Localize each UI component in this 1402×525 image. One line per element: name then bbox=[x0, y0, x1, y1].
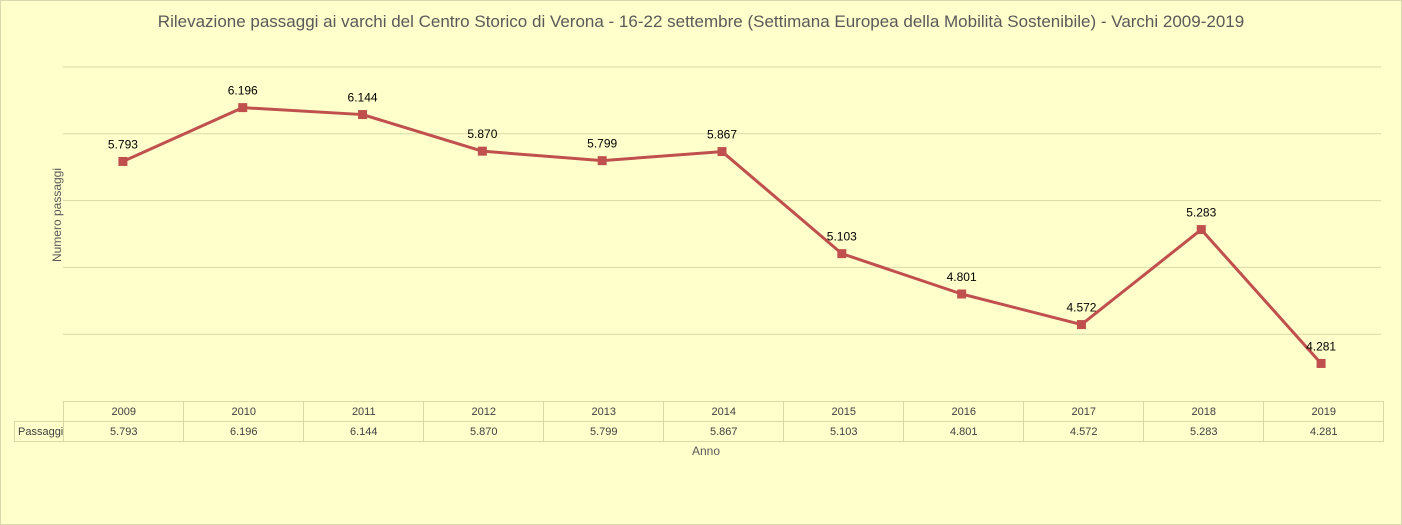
table-cell: 5.793 bbox=[63, 421, 185, 442]
x-tick-label: 2018 bbox=[1143, 401, 1265, 422]
data-label: 6.196 bbox=[228, 84, 258, 98]
data-table: 2009 2010 2011 2012 2013 2014 2015 2016 2017 2018… bbox=[13, 401, 1385, 442]
data-label: 5.103 bbox=[827, 230, 857, 244]
table-row-header: Passaggi bbox=[13, 421, 65, 442]
table-cell: 5.283 bbox=[1143, 421, 1265, 442]
x-tick-label: 2019 bbox=[1263, 401, 1385, 422]
table-cell: 4.572 bbox=[1023, 421, 1145, 442]
data-point bbox=[477, 146, 487, 156]
data-label: 5.799 bbox=[587, 137, 617, 151]
data-label: 5.283 bbox=[1186, 206, 1216, 220]
data-point bbox=[238, 103, 248, 113]
x-tick-label: 2011 bbox=[303, 401, 425, 422]
x-tick-label: 2010 bbox=[183, 401, 305, 422]
table-cell: 6.144 bbox=[303, 421, 425, 442]
data-point bbox=[717, 147, 727, 157]
data-point bbox=[1196, 225, 1206, 235]
table-cell: 5.867 bbox=[663, 421, 785, 442]
data-point bbox=[118, 156, 128, 166]
data-point bbox=[1316, 358, 1326, 368]
data-label: 4.281 bbox=[1306, 339, 1336, 353]
x-tick-label: 2017 bbox=[1023, 401, 1145, 422]
table-header-row: 2009 2010 2011 2012 2013 2014 2015 2016 2017 2018… bbox=[15, 401, 1385, 422]
table-cell: 5.799 bbox=[543, 421, 665, 442]
data-label: 6.144 bbox=[348, 91, 378, 105]
data-label: 5.867 bbox=[707, 128, 737, 142]
table-cell: 5.103 bbox=[783, 421, 905, 442]
data-point bbox=[957, 289, 967, 299]
x-tick-label: 2016 bbox=[903, 401, 1025, 422]
data-label: 5.793 bbox=[108, 137, 138, 151]
table-cell: 5.870 bbox=[423, 421, 545, 442]
table-cell: 4.281 bbox=[1263, 421, 1385, 442]
table-cell: 4.801 bbox=[903, 421, 1025, 442]
x-axis-label: Anno bbox=[692, 444, 721, 458]
data-point bbox=[358, 110, 368, 120]
table-corner bbox=[15, 402, 64, 422]
table-cell: 6.196 bbox=[183, 421, 305, 442]
chart-title: Rilevazione passaggi ai varchi del Centr… bbox=[157, 12, 1245, 31]
x-tick-label: 2013 bbox=[543, 401, 665, 422]
x-tick-label: 2015 bbox=[783, 401, 905, 422]
x-tick-label: 2012 bbox=[423, 401, 545, 422]
data-label: 4.801 bbox=[947, 270, 977, 284]
data-point bbox=[597, 156, 607, 166]
data-label: 4.572 bbox=[1066, 301, 1096, 315]
x-tick-label: 2009 bbox=[63, 401, 185, 422]
series-line bbox=[122, 106, 1323, 365]
data-label: 5.870 bbox=[467, 127, 497, 141]
table-row: Passaggi 5.793 6.196 6.144 5.870 5.799 5.867 5… bbox=[13, 421, 1385, 442]
x-tick-label: 2014 bbox=[663, 401, 785, 422]
data-point bbox=[1076, 320, 1086, 330]
data-point bbox=[837, 249, 847, 259]
